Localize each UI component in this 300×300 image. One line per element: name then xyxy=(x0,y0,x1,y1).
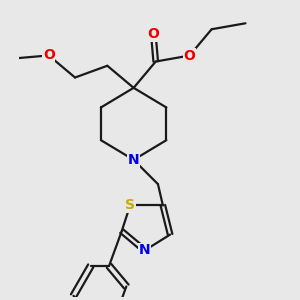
Text: O: O xyxy=(184,49,196,63)
Text: N: N xyxy=(128,153,140,167)
Text: O: O xyxy=(147,27,159,41)
Text: O: O xyxy=(43,48,55,62)
Text: N: N xyxy=(139,244,151,257)
Text: S: S xyxy=(125,199,135,212)
